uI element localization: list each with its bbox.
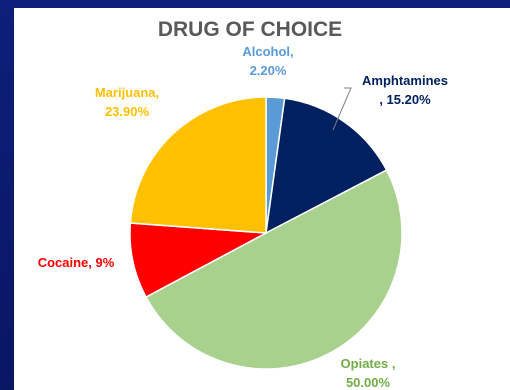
- pie-slice-marijuana: [129, 96, 267, 234]
- data-labels: Alcohol, 2.20% Amphtamines, 15.20% Opiates …: [38, 44, 448, 390]
- data-label-alcohol: Alcohol, 2.20%: [242, 44, 293, 78]
- pie-chart: DRUG OF CHOICE Alcohol, 2.20% Amphtamines,…: [38, 18, 448, 390]
- data-label-amphtamines: Amphtamines, 15.20%: [362, 73, 448, 107]
- data-label-opiates: Opiates , 50.00%: [341, 356, 396, 390]
- leader-lines: [332, 87, 352, 131]
- pie-slice-amphtamines: [265, 97, 388, 235]
- pie-slice-opiates: [144, 169, 403, 370]
- chart-title: DRUG OF CHOICE: [158, 18, 342, 41]
- pie-slices: [129, 96, 403, 370]
- chart-panel: DRUG OF CHOICE Alcohol, 2.20% Amphtamines,…: [14, 8, 510, 390]
- leader-line-amphtamines: [332, 87, 352, 131]
- data-label-marijuana: Marijuana, 23.90%: [95, 85, 159, 119]
- data-label-cocaine: Cocaine, 9%: [38, 255, 115, 270]
